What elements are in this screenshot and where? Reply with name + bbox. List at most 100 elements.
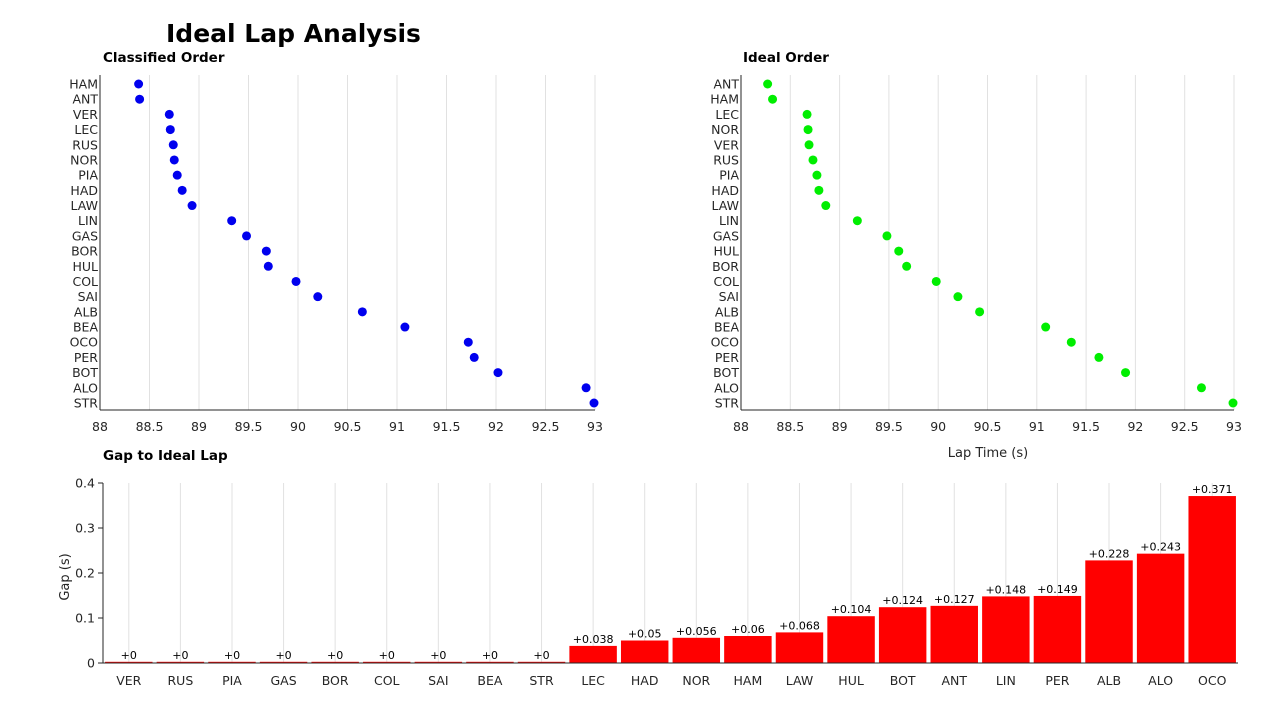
bar (363, 661, 411, 663)
y-tick-label: LAW (71, 198, 98, 213)
bar (156, 661, 205, 663)
data-point (165, 125, 175, 135)
x-tick-label: ANT (941, 673, 967, 688)
bar-value-label: +0.056 (676, 625, 717, 638)
data-point (135, 94, 145, 104)
bar-value-label: +0 (533, 649, 549, 662)
y-tick-label: BOT (713, 365, 739, 380)
figure-title: Ideal Lap Analysis (166, 19, 421, 48)
bar-value-label: +0 (482, 649, 498, 662)
x-tick-label: OCO (1198, 673, 1227, 688)
data-point (291, 276, 301, 286)
x-tick-label: 90.5 (334, 419, 362, 434)
y-tick-label: PIA (719, 168, 739, 183)
bar-value-label: +0.228 (1089, 547, 1130, 560)
bar (208, 661, 256, 663)
x-tick-label: ALB (1097, 673, 1121, 688)
y-tick-label: COL (72, 274, 98, 289)
bar-value-label: +0.243 (1140, 541, 1181, 554)
x-tick-label: 91.5 (433, 419, 461, 434)
gap-to-ideal-chart: 0 0.1 0.2 0.3 0.4 +0 VER +0 RUS +0 PIA +0 GAS +0 BOR +0… (75, 476, 1238, 688)
y-tick-label: HAM (69, 77, 98, 92)
data-point (227, 216, 237, 226)
x-tick-label: RUS (167, 673, 193, 688)
y-tick-label: HAD (711, 183, 739, 198)
bar (259, 661, 308, 663)
y-tick-label: HAM (710, 92, 739, 107)
x-tick-label: 90.5 (974, 419, 1002, 434)
data-point (169, 155, 179, 165)
x-tick-label: LAW (786, 673, 813, 688)
bar-value-label: +0.038 (573, 633, 614, 646)
bar (1033, 595, 1082, 663)
x-tick-label: 88 (92, 419, 108, 434)
bar (569, 645, 617, 663)
data-point (469, 352, 479, 362)
bar (878, 607, 927, 663)
bar-value-label: +0.104 (831, 603, 872, 616)
classified-order-chart: 88 88.5 89 89.5 90 90.5 91 91.5 92 92.5 93 HAMANTVE… (69, 75, 603, 434)
data-point (463, 337, 473, 347)
data-point (261, 246, 271, 256)
bar (311, 661, 359, 663)
y-tick-label: ANT (713, 77, 739, 92)
x-tick-label: 89.5 (875, 419, 903, 434)
y-tick-label: STR (74, 396, 99, 411)
y-tick-label: OCO (711, 335, 740, 350)
y-tick-label: RUS (713, 152, 739, 167)
x-tick-label: 92 (488, 419, 504, 434)
y-tick-label: 0 (87, 656, 95, 671)
y-tick-label: LEC (715, 107, 739, 122)
y-tick-label: BEA (73, 320, 98, 335)
data-point (804, 140, 814, 150)
y-tick-label: BOT (72, 365, 98, 380)
bar-value-label: +0.124 (882, 594, 923, 607)
x-tick-label: PER (1045, 673, 1069, 688)
y-tick-label: LAW (712, 198, 739, 213)
bar-value-label: +0 (121, 649, 137, 662)
x-tick-label: 88.5 (136, 419, 164, 434)
bar-value-label: +0.127 (934, 593, 975, 606)
x-tick-label: 91 (389, 419, 405, 434)
ideal-order-xlabel: Lap Time (s) (948, 446, 1028, 461)
y-tick-label: 0.2 (75, 566, 95, 581)
x-tick-label: 93 (587, 419, 603, 434)
bar-value-label: +0 (327, 649, 343, 662)
y-tick-label: LIN (719, 213, 739, 228)
data-point (263, 261, 273, 271)
y-tick-label: RUS (72, 137, 98, 152)
bar-value-label: +0 (224, 649, 240, 662)
x-tick-label: HUL (838, 673, 864, 688)
gap-chart-title: Gap to Ideal Lap (103, 448, 228, 464)
bar (105, 661, 153, 663)
bar-value-label: +0.05 (628, 628, 662, 641)
data-point (242, 231, 252, 241)
data-point (882, 231, 892, 241)
classified-order-title: Classified Order (103, 50, 225, 66)
bar (672, 637, 721, 663)
y-tick-label: HUL (713, 244, 739, 259)
x-tick-label: NOR (682, 673, 710, 688)
data-point (1228, 398, 1238, 408)
bar (620, 640, 669, 663)
data-point (931, 276, 941, 286)
bar (827, 616, 875, 663)
bar (466, 661, 514, 663)
x-tick-label: 92 (1127, 419, 1143, 434)
y-tick-label: BOR (71, 244, 98, 259)
data-point (814, 185, 824, 195)
data-point (172, 170, 182, 180)
data-point (812, 170, 822, 180)
x-tick-label: SAI (428, 673, 448, 688)
x-tick-label: HAM (734, 673, 763, 688)
y-tick-label: HAD (70, 183, 98, 198)
bar-value-label: +0 (172, 649, 188, 662)
gap-chart-ylabel: Gap (s) (58, 553, 73, 600)
data-point (763, 79, 773, 89)
data-point (493, 368, 503, 378)
x-tick-label: 90 (930, 419, 946, 434)
y-tick-label: NOR (70, 152, 98, 167)
x-tick-label: 91.5 (1072, 419, 1100, 434)
bar-value-label: +0 (275, 649, 291, 662)
